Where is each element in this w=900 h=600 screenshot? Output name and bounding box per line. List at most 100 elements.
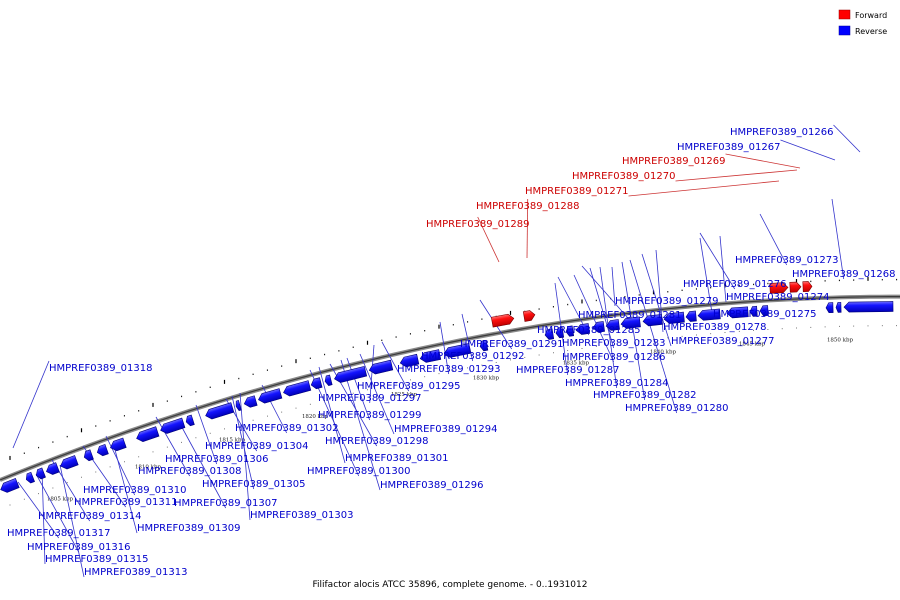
leader-line bbox=[318, 366, 346, 464]
leader-line bbox=[195, 404, 218, 465]
reverse-gene-label: HMPREF0389_01296 bbox=[380, 480, 483, 491]
reverse-gene-label: HMPREF0389_01287 bbox=[516, 365, 619, 376]
reverse-gene-label: HMPREF0389_01278 bbox=[663, 322, 766, 333]
reverse-gene bbox=[136, 426, 160, 442]
tick-label: 1820 kbp bbox=[302, 414, 329, 420]
reverse-gene bbox=[544, 328, 555, 340]
reverse-gene bbox=[60, 455, 79, 470]
leader-line bbox=[105, 435, 136, 496]
legend: Forward Reverse bbox=[838, 9, 887, 36]
leader-line bbox=[628, 180, 780, 197]
leader-line bbox=[699, 237, 714, 320]
reverse-gene-label: HMPREF0389_01311 bbox=[74, 497, 177, 508]
forward-gene-label: HMPREF0389_01288 bbox=[476, 201, 579, 212]
reverse-gene-label: HMPREF0389_01294 bbox=[394, 424, 497, 435]
backbone-core bbox=[0, 296, 900, 481]
legend-reverse-label: Reverse bbox=[855, 27, 887, 36]
reverse-gene-label: HMPREF0389_01273 bbox=[735, 255, 838, 266]
tick-label: 1835 kbp bbox=[563, 360, 590, 366]
reverse-gene bbox=[110, 437, 127, 452]
reverse-gene-label: HMPREF0389_01291 bbox=[460, 339, 563, 350]
reverse-gene-label: HMPREF0389_01268 bbox=[792, 269, 895, 280]
leader-line bbox=[35, 473, 80, 553]
reverse-gene bbox=[235, 400, 242, 412]
reverse-gene-label: HMPREF0389_01316 bbox=[27, 542, 130, 553]
reverse-gene-label: HMPREF0389_01277 bbox=[671, 336, 774, 347]
reverse-gene bbox=[258, 388, 283, 404]
tick-label: 1845 kbp bbox=[739, 342, 766, 348]
reverse-gene-label: HMPREF0389_01310 bbox=[83, 485, 186, 496]
reverse-gene-label: HMPREF0389_01304 bbox=[205, 441, 308, 452]
legend-forward-swatch bbox=[838, 9, 851, 20]
legend-reverse-swatch bbox=[838, 25, 851, 36]
reverse-gene-label: HMPREF0389_01275 bbox=[713, 309, 816, 320]
reverse-gene bbox=[160, 417, 186, 434]
reverse-gene-label: HMPREF0389_01309 bbox=[137, 523, 240, 534]
reverse-gene bbox=[835, 302, 842, 313]
reverse-gene-label: HMPREF0389_01267 bbox=[677, 142, 780, 153]
reverse-gene bbox=[0, 477, 20, 493]
tick-label: 1810 kbp bbox=[135, 465, 162, 471]
leader-line bbox=[621, 261, 646, 401]
reverse-gene-label: HMPREF0389_01266 bbox=[730, 127, 833, 138]
reverse-gene-label: HMPREF0389_01315 bbox=[45, 554, 148, 565]
leader-line bbox=[833, 124, 861, 153]
reverse-gene bbox=[185, 414, 195, 427]
tick-label: 1815 kbp bbox=[219, 438, 246, 444]
reverse-gene bbox=[843, 301, 894, 313]
reverse-gene bbox=[479, 339, 489, 352]
reverse-gene bbox=[310, 377, 323, 390]
reverse-gene bbox=[749, 305, 758, 317]
leader-line bbox=[526, 198, 529, 259]
leader-line bbox=[675, 169, 798, 182]
reverse-gene bbox=[83, 449, 94, 462]
reverse-gene-label: HMPREF0389_01317 bbox=[7, 528, 110, 539]
leader-line bbox=[359, 353, 395, 435]
reverse-gene-label: HMPREF0389_01276 bbox=[683, 279, 786, 290]
leader-lines bbox=[12, 124, 861, 578]
reverse-gene-label: HMPREF0389_01301 bbox=[345, 453, 448, 464]
reverse-gene-label: HMPREF0389_01286 bbox=[562, 352, 665, 363]
leader-line bbox=[641, 253, 672, 347]
leader-line bbox=[611, 266, 616, 307]
reverse-gene bbox=[575, 323, 590, 335]
reverse-gene bbox=[663, 311, 685, 324]
leader-line bbox=[831, 198, 845, 280]
reverse-gene bbox=[419, 349, 442, 363]
gene-labels: HMPREF0389_01266 HMPREF0389_01267 HMPREF03… bbox=[7, 127, 895, 578]
reverse-gene bbox=[565, 325, 575, 337]
reverse-gene bbox=[368, 359, 394, 375]
tick-label: 1850 kbp bbox=[827, 337, 854, 343]
reverse-gene-label: HMPREF0389_01313 bbox=[84, 567, 187, 578]
reverse-gene-label: HMPREF0389_01307 bbox=[174, 498, 277, 509]
reverse-gene bbox=[25, 471, 35, 484]
leader-line bbox=[59, 464, 85, 578]
leader-line bbox=[340, 359, 381, 491]
reverse-gene bbox=[759, 305, 769, 317]
reverse-gene bbox=[46, 462, 60, 475]
forward-gene bbox=[490, 313, 515, 328]
reverse-gene-label: HMPREF0389_01282 bbox=[593, 390, 696, 401]
reverse-gene-label: HMPREF0389_01306 bbox=[165, 454, 268, 465]
reverse-gene-label: HMPREF0389_01299 bbox=[318, 410, 421, 421]
leader-line bbox=[780, 139, 836, 161]
leader-line bbox=[239, 392, 251, 521]
reverse-gene-label: HMPREF0389_01314 bbox=[38, 511, 141, 522]
leader-line bbox=[231, 395, 255, 490]
forward-gene bbox=[522, 310, 536, 322]
reverse-gene-label: HMPREF0389_01284 bbox=[565, 378, 668, 389]
leader-line bbox=[699, 232, 736, 290]
reverse-gene bbox=[685, 310, 697, 322]
reverse-gene bbox=[642, 314, 663, 327]
leader-line bbox=[477, 216, 500, 263]
leader-line bbox=[12, 360, 50, 449]
genes bbox=[0, 281, 894, 493]
reverse-gene-label: HMPREF0389_01300 bbox=[307, 466, 410, 477]
reverse-gene bbox=[35, 467, 46, 480]
tick-label: 1840 kbp bbox=[650, 349, 677, 355]
tick-label: 1825 kbp bbox=[391, 392, 418, 398]
leader-line bbox=[177, 419, 227, 509]
reverse-gene bbox=[697, 308, 721, 321]
reverse-gene-label: HMPREF0389_01297 bbox=[318, 393, 421, 404]
tick-labels: 1805 kbp 1810 kbp 1815 kbp 1820 kbp 1825 kbp… bbox=[47, 337, 854, 502]
